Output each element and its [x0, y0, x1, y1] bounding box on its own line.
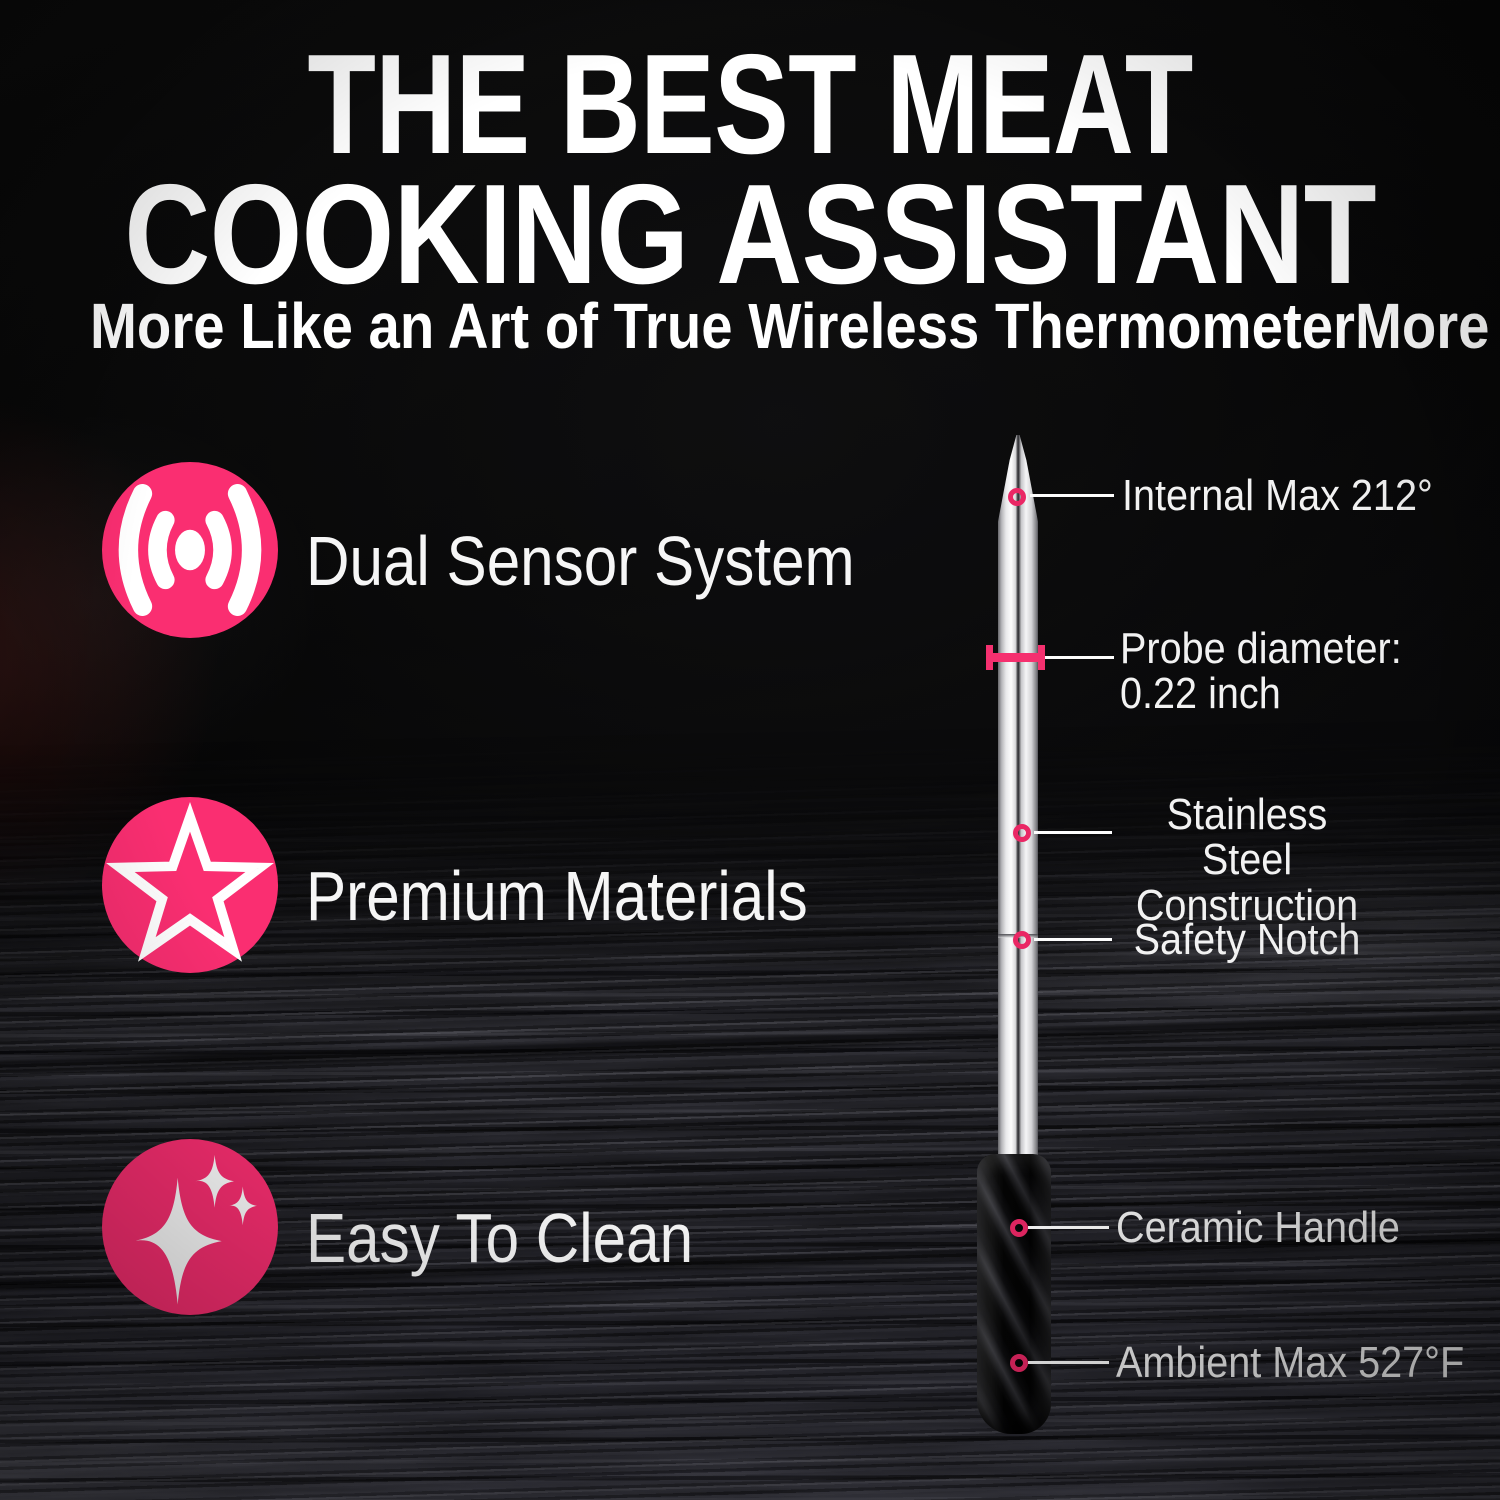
callout-line: Stainless Steel — [1126, 792, 1369, 883]
callout-ceramic-handle: Ceramic Handle — [1116, 1205, 1400, 1251]
title-line-1: THE BEST MEAT — [158, 34, 1343, 176]
leader-line-stainless — [1034, 831, 1112, 834]
leader-line-safety-notch — [1034, 938, 1112, 941]
callout-probe-diameter: Probe diameter: 0.22 inch — [1120, 626, 1402, 717]
callout-line: Construction — [1126, 882, 1369, 928]
feature-premium-materials: Premium Materials — [102, 797, 889, 973]
feature-label: Premium Materials — [306, 834, 808, 936]
callout-stainless-steel: Stainless Steel Construction — [1126, 792, 1369, 928]
diameter-gauge-left-cap — [986, 645, 993, 670]
ceramic-handle-marker-ring — [1010, 1219, 1028, 1237]
leader-line-ambient-max — [1028, 1361, 1109, 1364]
feature-easy-to-clean: Easy To Clean — [102, 1139, 756, 1315]
safety-notch-marker-ring — [1013, 931, 1031, 949]
sparkles-icon — [102, 1139, 278, 1315]
subtitle: More Like an Art of True Wireless Thermo… — [90, 294, 1490, 358]
ceramic-handle — [977, 1154, 1051, 1434]
leader-line-internal-max — [1030, 494, 1114, 497]
stainless-marker-ring — [1013, 824, 1031, 842]
callout-line: Safety Notch — [1126, 917, 1369, 963]
ambient-max-marker-ring — [1010, 1354, 1028, 1372]
callout-internal-max: Internal Max 212° — [1122, 473, 1433, 519]
wood-grain-noise — [0, 717, 1500, 1500]
thermometer-probe-shaft — [998, 435, 1038, 1157]
diameter-gauge-bar — [989, 653, 1042, 662]
callout-safety-notch: Safety Notch — [1126, 917, 1369, 963]
leader-line-probe-diameter — [1045, 656, 1114, 659]
feature-label: Easy To Clean — [306, 1176, 693, 1278]
callout-line: Probe diameter: — [1120, 626, 1402, 672]
feature-dual-sensor: Dual Sensor System — [102, 462, 944, 638]
callout-ambient-max: Ambient Max 527°F — [1116, 1340, 1464, 1386]
callout-line: Ceramic Handle — [1116, 1205, 1400, 1251]
internal-max-marker-ring — [1008, 488, 1026, 506]
callout-line: Ambient Max 527°F — [1116, 1340, 1464, 1386]
charred-wood-texture — [0, 717, 1500, 1500]
leader-line-ceramic-handle — [1028, 1226, 1109, 1229]
title-line-2: COOKING ASSISTANT — [120, 164, 1380, 306]
diameter-gauge-right-cap — [1038, 645, 1045, 670]
callout-line: 0.22 inch — [1120, 671, 1402, 717]
dual-sensor-broadcast-icon — [102, 462, 278, 638]
callout-line: Internal Max 212° — [1122, 473, 1433, 519]
feature-label: Dual Sensor System — [306, 499, 855, 601]
star-outline-icon — [102, 797, 278, 973]
